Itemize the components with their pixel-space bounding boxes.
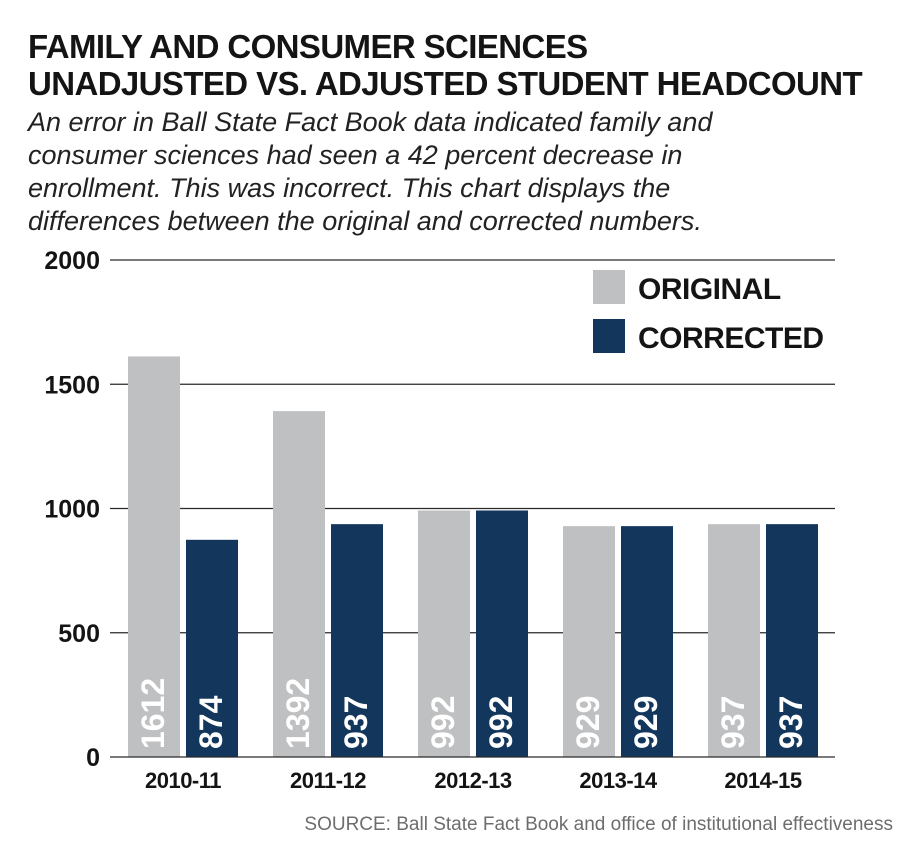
chart-subtitle-line-4: differences between the original and cor… <box>28 206 702 236</box>
legend-label-original: ORIGINAL <box>638 273 781 306</box>
legend-label-corrected: CORRECTED <box>638 322 824 355</box>
bar-corrected-2011-12 <box>331 524 383 757</box>
x-tick-label-2010-11: 2010-11 <box>145 768 221 793</box>
x-tick-label-2012-13: 2012-13 <box>434 768 512 793</box>
bar-original-2014-15 <box>708 524 760 757</box>
source-note: SOURCE: Ball State Fact Book and office … <box>304 814 893 835</box>
bar-original-2010-11 <box>128 356 180 757</box>
data-label-corrected-2012-13: 992 <box>483 696 519 749</box>
bar-original-2013-14 <box>563 526 615 757</box>
chart-title-line-1: FAMILY AND CONSUMER SCIENCES <box>28 28 588 65</box>
legend-swatch-original <box>593 270 625 304</box>
data-label-original-2012-13: 992 <box>425 696 461 749</box>
data-label-original-2010-11: 1612 <box>135 678 171 749</box>
data-label-original-2011-12: 1392 <box>280 678 316 749</box>
legend-swatch-corrected <box>593 319 625 353</box>
bar-original-2011-12 <box>273 411 325 757</box>
data-label-original-2013-14: 929 <box>570 696 606 749</box>
x-tick-label-2011-12: 2011-12 <box>290 768 366 793</box>
chart-title-line-2: UNADJUSTED VS. ADJUSTED STUDENT HEADCOUN… <box>28 65 863 102</box>
y-tick-label-2000: 2000 <box>44 247 100 275</box>
data-label-corrected-2013-14: 929 <box>628 696 664 749</box>
bar-original-2012-13 <box>418 510 470 757</box>
bar-corrected-2010-11 <box>186 539 238 757</box>
chart-subtitle: An error in Ball State Fact Book data in… <box>28 106 908 238</box>
chart-subtitle-line-1: An error in Ball State Fact Book data in… <box>28 107 713 137</box>
data-label-corrected-2014-15: 937 <box>773 696 809 749</box>
x-tick-label-2013-14: 2013-14 <box>579 768 658 793</box>
bar-corrected-2014-15 <box>766 524 818 757</box>
data-label-corrected-2011-12: 937 <box>338 696 374 749</box>
y-tick-label-500: 500 <box>58 620 100 648</box>
bar-corrected-2012-13 <box>476 510 528 757</box>
y-tick-label-1000: 1000 <box>44 496 100 524</box>
bar-corrected-2013-14 <box>621 526 673 757</box>
chart-subtitle-line-2: consumer sciences had seen a 42 percent … <box>28 140 683 170</box>
data-label-corrected-2010-11: 874 <box>193 695 229 749</box>
data-label-original-2014-15: 937 <box>715 696 751 749</box>
chart-title: FAMILY AND CONSUMER SCIENCES UNADJUSTED … <box>28 28 863 102</box>
x-tick-label-2014-15: 2014-15 <box>724 768 802 793</box>
y-tick-label-0: 0 <box>86 744 100 772</box>
y-tick-label-1500: 1500 <box>44 371 100 399</box>
chart-subtitle-line-3: enrollment. This was incorrect. This cha… <box>28 173 671 203</box>
